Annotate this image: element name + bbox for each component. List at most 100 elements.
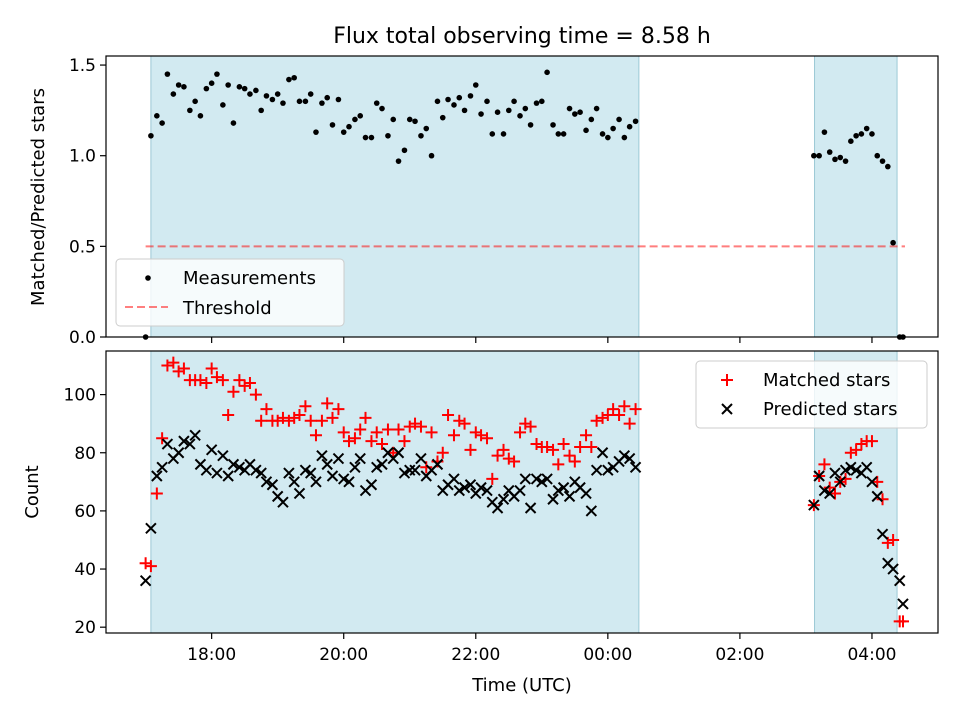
measurement-points	[142, 69, 906, 340]
measurement-point	[230, 120, 237, 126]
matched-star-point	[288, 411, 301, 424]
measurement-point	[352, 116, 358, 123]
matched-star-point	[453, 414, 466, 427]
predicted-star-point	[332, 452, 345, 465]
matched-star-point	[354, 423, 367, 436]
predicted-star-point	[217, 449, 229, 462]
measurement-point	[539, 98, 545, 105]
predicted-star-point	[189, 429, 201, 442]
matched-star-point	[568, 455, 581, 468]
predicted-star-point	[293, 487, 306, 500]
matched-star-point	[172, 365, 185, 378]
measurement-point	[296, 98, 303, 105]
measurement-point	[572, 111, 578, 117]
predicted-star-point	[834, 476, 846, 488]
matched-star-point	[897, 615, 910, 628]
matched-star-point	[502, 452, 515, 465]
measurement-point	[610, 125, 616, 132]
legend-matched-marker	[721, 374, 733, 386]
predicted-star-point	[860, 461, 873, 473]
predicted-star-point	[818, 484, 831, 497]
predicted-star-point	[453, 484, 465, 497]
predicted-star-point	[431, 458, 444, 471]
predicted-star-point	[491, 502, 504, 514]
x-tick-label: 22:00	[451, 645, 500, 665]
measurement-point	[505, 107, 512, 114]
predicted-star-point	[876, 528, 889, 540]
measurement-point	[324, 94, 331, 101]
bottom-axes-frame	[105, 350, 939, 634]
measurement-point	[335, 96, 342, 103]
y-tick-label: 80	[74, 444, 96, 464]
predicted-star-point	[629, 461, 642, 473]
predicted-star-point	[354, 452, 366, 465]
matched-star-point	[475, 429, 488, 442]
measurement-point	[340, 129, 347, 135]
measurement-point	[225, 82, 231, 88]
predicted-star-point	[260, 476, 273, 488]
measurement-point	[401, 147, 408, 154]
measurement-point	[247, 91, 253, 97]
matched-star-point	[514, 426, 527, 439]
measurement-point	[605, 134, 611, 141]
predicted-star-point	[151, 470, 163, 482]
predicted-star-point	[250, 464, 262, 476]
predicted-star-point	[481, 484, 493, 497]
matched-star-point	[481, 432, 494, 445]
matched-star-point	[337, 426, 350, 439]
predicted-star-point	[590, 464, 603, 476]
predicted-star-point	[897, 598, 909, 610]
predicted-star-point	[580, 487, 592, 500]
measurement-point	[412, 118, 418, 125]
measurement-point	[395, 158, 402, 164]
measurement-point	[154, 113, 160, 119]
matched-star-point	[167, 356, 180, 369]
y-tick-label: 100	[64, 386, 96, 406]
predicted-star-point	[156, 461, 168, 473]
measurement-point	[577, 109, 583, 115]
legend-measurements-marker	[145, 275, 151, 281]
matched-star-point	[508, 455, 521, 468]
matched-star-point	[618, 400, 631, 413]
matched-star-point	[585, 440, 598, 453]
measurement-point	[286, 76, 292, 83]
matched-star-point	[238, 379, 251, 392]
measurement-point	[307, 91, 314, 97]
measurement-point	[837, 154, 844, 161]
predicted-star-point	[227, 458, 240, 471]
matched-star-point	[243, 376, 256, 389]
measurement-point	[214, 71, 220, 77]
measurement-point	[874, 152, 881, 159]
y-tick-label: 40	[74, 560, 96, 580]
matched-star-point	[326, 411, 339, 424]
matched-star-point	[304, 414, 317, 427]
matched-star-point	[414, 420, 427, 433]
matched-star-point	[255, 414, 268, 427]
measurement-point	[811, 152, 817, 159]
measurement-point	[848, 138, 854, 145]
matched-star-point	[547, 443, 560, 456]
measurement-point	[148, 132, 154, 139]
matched-star-point	[590, 414, 603, 427]
legend-predicted-marker	[721, 403, 733, 415]
predicted-star-point	[161, 438, 174, 450]
legend-measurements-label: Measurements	[183, 268, 316, 289]
matched-star-point	[580, 429, 593, 442]
predicted-star-point	[266, 479, 279, 491]
predicted-star-point	[839, 464, 852, 476]
predicted-star-point	[415, 452, 427, 465]
measurement-point	[187, 107, 193, 114]
x-tick-label: 04:00	[847, 645, 896, 665]
measurement-point	[555, 131, 562, 137]
predicted-star-point	[222, 470, 234, 482]
measurement-point	[566, 105, 573, 112]
matched-star-point	[222, 408, 235, 421]
measurement-point	[550, 122, 556, 128]
measurement-point	[826, 149, 833, 155]
legend-threshold-label: Threshold	[182, 298, 272, 319]
measurement-point	[274, 91, 281, 97]
matched-star-point	[233, 374, 246, 387]
predicted-star-point	[458, 481, 471, 494]
matched-star-point	[293, 408, 306, 421]
matched-stars-points	[139, 356, 910, 628]
